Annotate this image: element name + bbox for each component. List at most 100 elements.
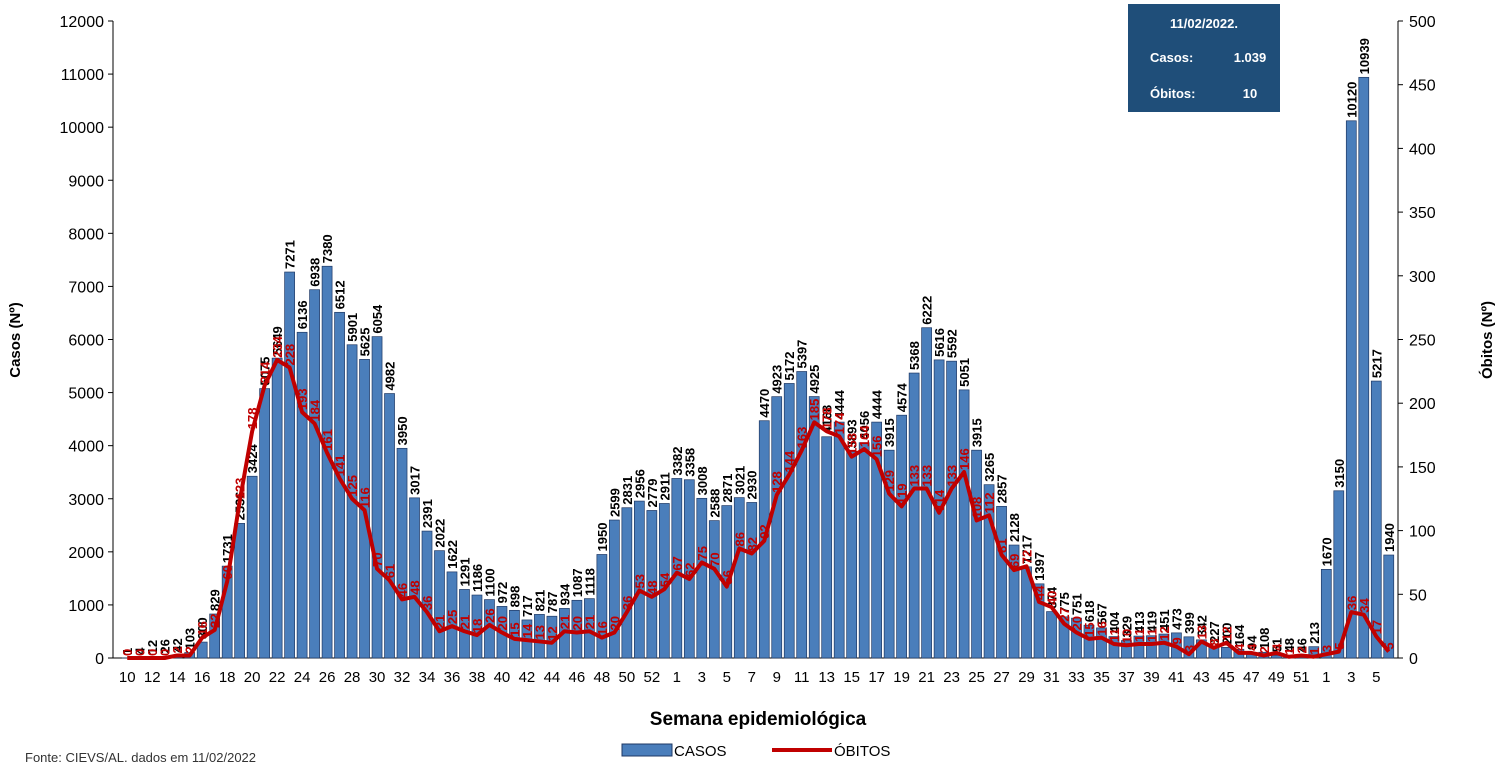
bar [285, 272, 295, 658]
x-tick-label: 23 [943, 669, 960, 686]
y-tick-label: 3000 [68, 492, 104, 509]
bar-value-label: 1118 [582, 568, 597, 596]
source: Fonte: CIEVS/AL, dados em 11/02/2022 [25, 750, 256, 762]
x-tick-label: 35 [1093, 669, 1110, 686]
info-value: 1.039 [1234, 50, 1267, 65]
x-tick-label: 48 [594, 669, 611, 686]
x-tick-label: 33 [1068, 669, 1085, 686]
line-value-label: 20 [607, 616, 622, 630]
x-tick-label: 19 [893, 669, 910, 686]
legend-label: ÓBITOS [834, 743, 890, 760]
y-tick-label: 12000 [60, 14, 105, 31]
line-value-label: 128 [770, 471, 785, 493]
line-value-label: 184 [308, 399, 323, 421]
x-tick-label: 25 [968, 669, 985, 686]
bar-value-label: 7380 [320, 234, 335, 263]
bar-value-label: 3150 [1332, 459, 1347, 488]
line-value-label: 36 [620, 596, 635, 610]
x-tick-label: 15 [843, 669, 860, 686]
line-value-label: 144 [782, 450, 797, 472]
x-tick-label: 32 [394, 669, 411, 686]
y-axis-title: Casos (Nº) [7, 302, 24, 378]
x-tick-label: 50 [619, 669, 636, 686]
x-tick-label: 3 [1347, 669, 1355, 686]
line-value-label: 48 [408, 580, 423, 594]
bar [260, 389, 270, 658]
x-tick-label: 36 [444, 669, 461, 686]
line-value-label: 9 [1169, 637, 1184, 644]
bar-value-label: 6054 [370, 304, 385, 334]
x-tick-label: 3 [698, 669, 706, 686]
bar-value-label: 10939 [1357, 38, 1372, 74]
line-value-label: 161 [320, 429, 335, 451]
line-value-label: 61 [383, 564, 398, 578]
line-value-label: 146 [957, 448, 972, 470]
bar [784, 383, 794, 658]
bar [747, 502, 757, 658]
x-tick-label: 51 [1293, 669, 1310, 686]
bar [847, 451, 857, 658]
bar-value-label: 4982 [383, 362, 398, 391]
y2-tick-label: 50 [1409, 587, 1427, 604]
legend-label: CASOS [674, 743, 727, 760]
bar [947, 361, 957, 658]
y-tick-label: 8000 [68, 226, 104, 243]
bar [622, 508, 632, 658]
bar [859, 443, 869, 658]
info-value: 10 [1243, 86, 1257, 101]
y2-tick-label: 450 [1409, 78, 1436, 95]
bar [1346, 121, 1356, 658]
bar-value-label: 2930 [745, 471, 760, 500]
y2-tick-label: 100 [1409, 524, 1436, 541]
x-tick-label: 40 [494, 669, 511, 686]
info-label: Casos: [1150, 50, 1193, 65]
line-value-label: 54 [657, 572, 672, 587]
bar [385, 394, 395, 658]
bar [1334, 491, 1344, 658]
bar [1359, 77, 1369, 658]
x-tick-label: 42 [519, 669, 536, 686]
bar [897, 415, 907, 658]
x-tick-label: 37 [1118, 669, 1135, 686]
bar-value-label: 3950 [395, 416, 410, 445]
x-tick-label: 5 [1372, 669, 1380, 686]
x-tick-label: 18 [219, 669, 236, 686]
x-tick-label: 27 [993, 669, 1010, 686]
y-tick-label: 10000 [60, 120, 105, 137]
bar-value-label: 5368 [907, 341, 922, 370]
bar-value-label: 5592 [945, 329, 960, 358]
y2-tick-label: 400 [1409, 141, 1436, 158]
line-value-label: 178 [245, 408, 260, 430]
bar [435, 551, 445, 658]
x-tick-label: 16 [194, 669, 211, 686]
line-value-label: 114 [932, 489, 947, 511]
bar [709, 521, 719, 658]
x-tick-label: 20 [244, 669, 261, 686]
bar [422, 531, 432, 658]
x-tick-label: 45 [1218, 669, 1235, 686]
bar [822, 437, 832, 658]
bar-value-label: 4444 [870, 389, 885, 419]
info-label: Óbitos: [1150, 86, 1196, 101]
x-tick-label: 44 [544, 669, 561, 686]
line-value-label: 141 [333, 455, 348, 477]
info-date: 11/02/2022. [1170, 16, 1238, 31]
bar [272, 358, 282, 658]
y-tick-label: 7000 [68, 279, 104, 296]
x-tick-label: 10 [119, 669, 136, 686]
x-axis-title: Semana epidemiológica [650, 709, 867, 730]
bar [734, 498, 744, 658]
line-value-label: 40 [1045, 591, 1060, 605]
bar [809, 397, 819, 658]
line-value-label: 12 [1219, 626, 1234, 640]
y-tick-label: 5000 [68, 386, 104, 403]
x-tick-label: 46 [569, 669, 586, 686]
x-tick-label: 13 [818, 669, 835, 686]
bar [609, 520, 619, 658]
x-tick-label: 21 [918, 669, 935, 686]
bar-value-label: 7271 [283, 240, 298, 269]
bar [597, 554, 607, 658]
bar-value-label: 5051 [957, 358, 972, 387]
line-value-label: 123 [233, 478, 248, 500]
